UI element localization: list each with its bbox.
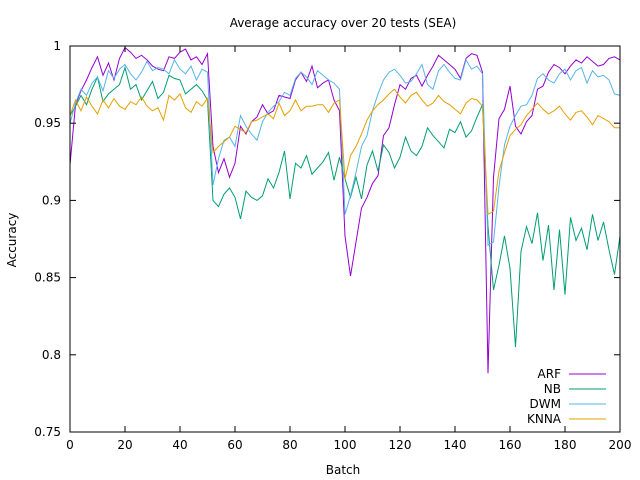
- series-line-dwm: [69, 58, 621, 247]
- series-line-arf: [69, 46, 621, 374]
- axes: 0 20 40 60 80 100 120 140 160 180 200 0.75 0.8 0.85 0.…: [34, 39, 631, 452]
- chart-title: Average accuracy over 20 tests (SEA): [230, 16, 457, 30]
- y-tick-label: 1: [53, 39, 61, 53]
- y-axis-label: Accuracy: [5, 213, 19, 268]
- y-tick-label: 0.8: [42, 348, 61, 362]
- y-tick-label: 0.75: [34, 425, 61, 439]
- legend-label-nb: NB: [544, 382, 561, 396]
- y-tick-label: 0.85: [34, 271, 61, 285]
- x-tick-label: 80: [282, 438, 297, 452]
- x-tick-label: 140: [444, 438, 467, 452]
- legend-label-knna: KNNA: [527, 412, 562, 426]
- x-axis-label: Batch: [326, 463, 361, 477]
- x-tick-label: 200: [609, 438, 632, 452]
- x-tick-label: 0: [66, 438, 74, 452]
- x-tick-label: 100: [334, 438, 357, 452]
- x-tick-label: 180: [554, 438, 577, 452]
- x-tick-label: 60: [227, 438, 242, 452]
- x-tick-label: 160: [499, 438, 522, 452]
- series-lines: [69, 46, 621, 374]
- x-tick-label: 40: [172, 438, 187, 452]
- legend-label-arf: ARF: [538, 367, 562, 381]
- y-tick-label: 0.95: [34, 116, 61, 130]
- series-line-knna: [69, 88, 620, 216]
- legend-label-dwm: DWM: [530, 397, 561, 411]
- y-tick-label: 0.9: [42, 193, 61, 207]
- x-tick-label: 20: [117, 438, 132, 452]
- x-tick-label: 120: [389, 438, 412, 452]
